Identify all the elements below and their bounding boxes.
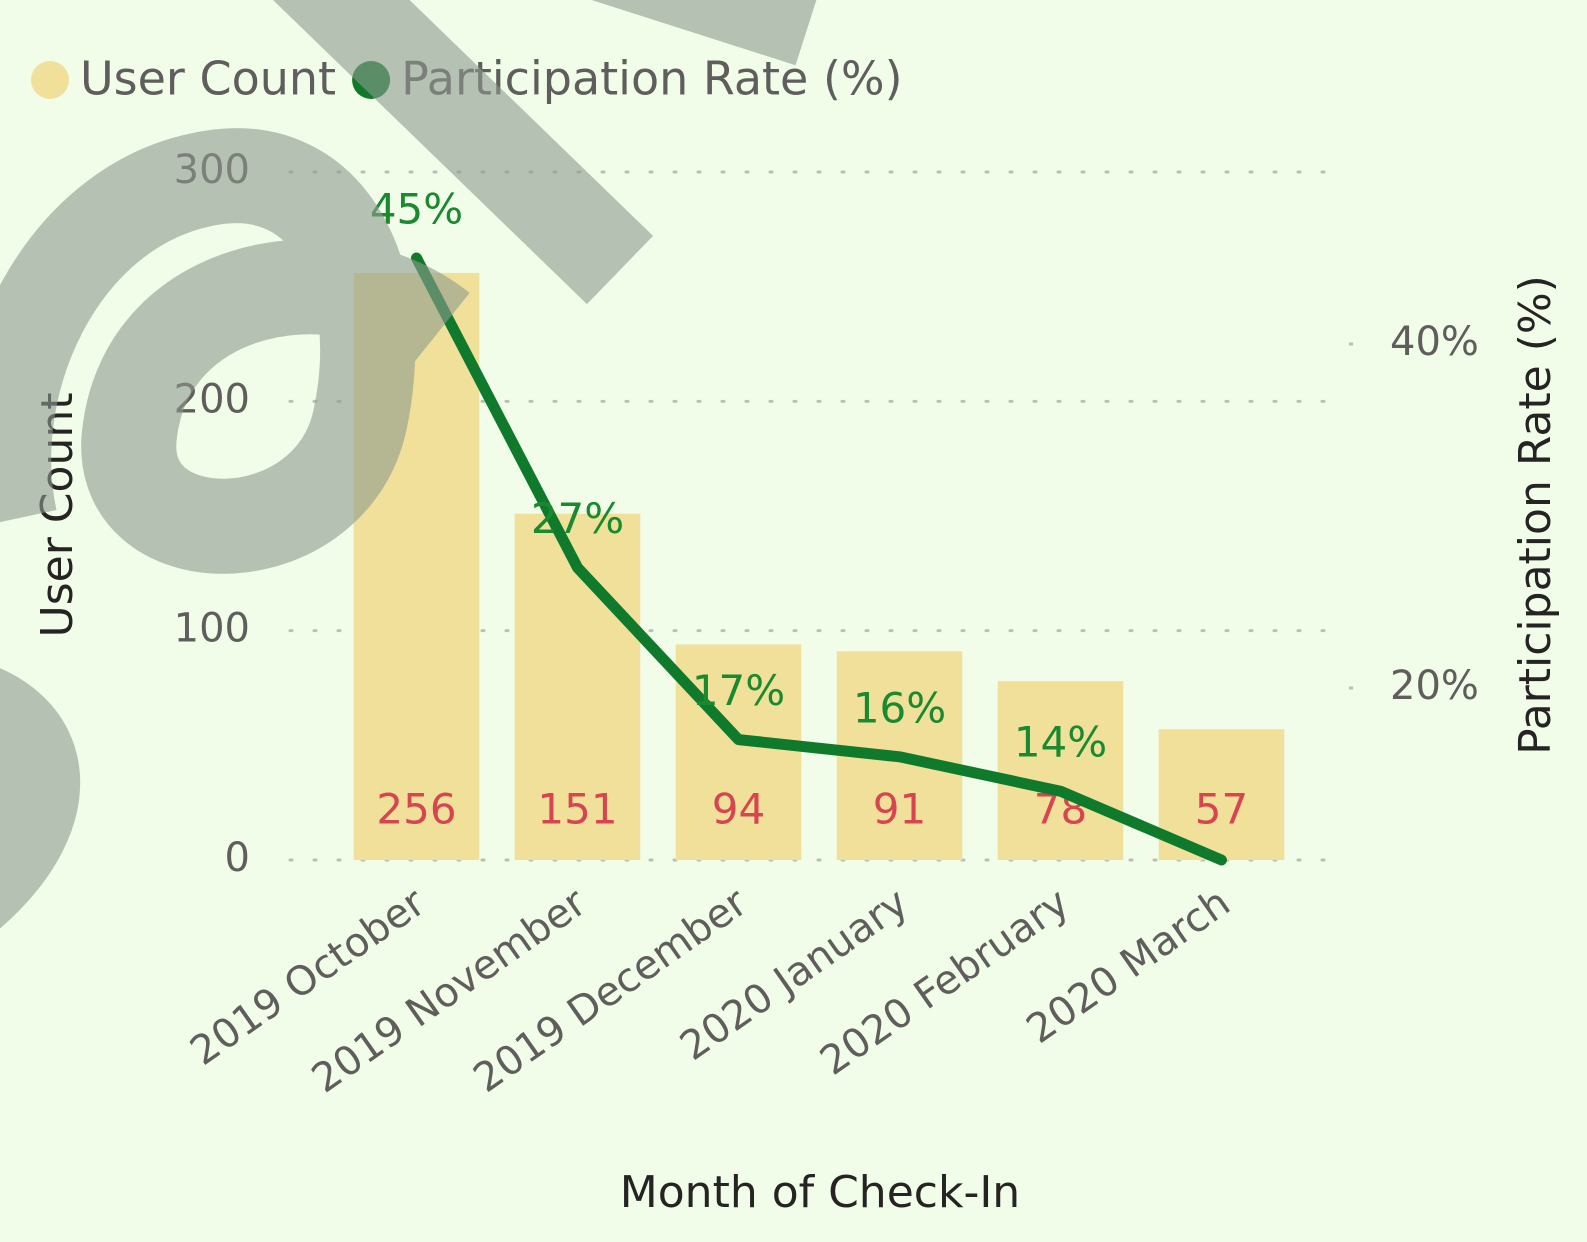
x-axis-title: Month of Check-In [620, 1167, 1020, 1218]
y2-tick-label: 40% [1390, 319, 1479, 365]
line-value-label: 45% [370, 185, 463, 234]
line-value-label: 14% [1014, 718, 1107, 767]
bar [353, 272, 480, 860]
line-value-label: 17% [692, 666, 785, 715]
bar-value-label: 94 [712, 785, 765, 834]
bar-value-label: 256 [376, 785, 456, 834]
y2-tick-label: 20% [1390, 663, 1479, 709]
line-value-label: 16% [853, 683, 946, 732]
bar-value-label: 151 [537, 785, 617, 834]
legend-label: User Count [80, 52, 336, 106]
bar [997, 681, 1124, 860]
bar-value-label: 91 [873, 785, 926, 834]
legend-swatch [31, 61, 69, 99]
y-tick-label: 300 [174, 147, 250, 193]
y-axis-title: User Count [32, 393, 83, 638]
bar [675, 644, 802, 860]
y-tick-label: 0 [225, 835, 250, 881]
legend-swatch [352, 61, 391, 99]
y-tick-label: 200 [174, 376, 250, 422]
legend-label: Participation Rate (%) [401, 52, 903, 106]
x-tick-label: 2019 December [465, 879, 756, 1102]
y-tick-label: 100 [174, 606, 250, 652]
y2-axis-title: Participation Rate (%) [1510, 275, 1561, 755]
x-tick-label: 2019 November [304, 879, 595, 1102]
line-value-label: 27% [531, 494, 624, 543]
line [411, 252, 1227, 866]
bar-value-label: 57 [1195, 785, 1248, 834]
